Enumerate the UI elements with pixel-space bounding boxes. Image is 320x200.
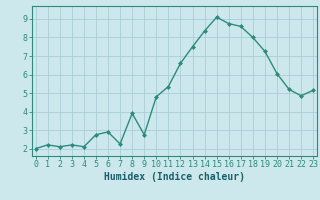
X-axis label: Humidex (Indice chaleur): Humidex (Indice chaleur) [104,172,245,182]
